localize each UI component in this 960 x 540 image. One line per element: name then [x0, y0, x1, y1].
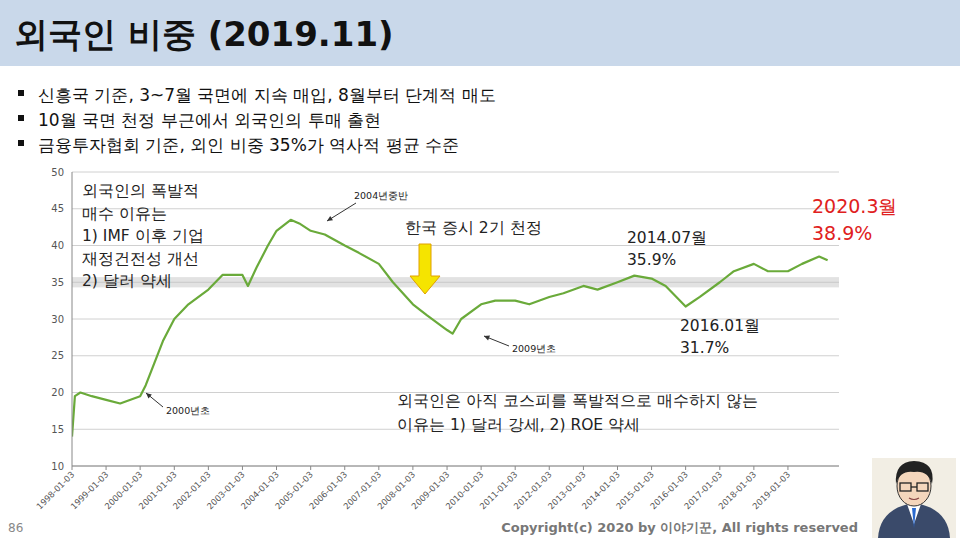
bullet-text: 금융투자협회 기준, 외인 비중 35%가 역사적 평균 수준: [38, 135, 459, 155]
x-tick: [617, 466, 618, 470]
y-tick-label: 50: [51, 167, 64, 178]
grid-line: [72, 466, 839, 467]
annotation: 2009년초: [512, 343, 556, 354]
x-tick: [753, 466, 754, 470]
plot-area: [72, 220, 839, 437]
annotation: 2004년중반: [354, 190, 408, 201]
annotation: 35.9%: [627, 251, 676, 269]
x-tick: [378, 466, 379, 470]
foreign-share-line: [72, 220, 828, 437]
pointer-arrow: [484, 336, 509, 346]
x-tick: [651, 466, 652, 470]
background: [0, 0, 960, 540]
avatar-tie: [912, 508, 916, 528]
y-tick-label: 25: [51, 350, 64, 361]
x-tick: [106, 466, 107, 470]
x-axis: [72, 466, 839, 467]
y-tick-label: 45: [51, 203, 64, 214]
pointer-arrowhead: [484, 336, 490, 341]
x-tick: [685, 466, 686, 470]
y-tick-label: 20: [51, 387, 64, 398]
y-tick-label: 35: [51, 277, 64, 288]
avatar-frame: [872, 458, 956, 538]
annotation: 2000년초: [166, 405, 210, 416]
x-tick: [447, 466, 448, 470]
x-tick: [515, 466, 516, 470]
page-number: 86: [8, 521, 23, 535]
x-tick: [344, 466, 345, 470]
pointer-arrowhead: [327, 216, 333, 221]
bullet-marker: [18, 115, 24, 121]
grid-line: [72, 208, 839, 209]
x-tick: [140, 466, 141, 470]
avatar-glasses-bridge: [911, 486, 917, 487]
x-tick: [174, 466, 175, 470]
title: 외국인 비중 (2019.11): [14, 14, 394, 54]
x-tick: [242, 466, 243, 470]
annotation: 매수 이유는: [82, 205, 167, 223]
avatar-suit: [878, 503, 950, 538]
bullet-text: 신흥국 기준, 3~7월 국면에 지속 매입, 8월부터 단계적 매도: [38, 85, 496, 105]
annotation: 이유는 1) 달러 강세, 2) ROE 약세: [397, 416, 640, 434]
bullet-marker: [18, 90, 24, 96]
bullet-marker: [18, 140, 24, 146]
x-tick: [412, 466, 413, 470]
avatar: [872, 458, 956, 538]
peak-arrow: [410, 244, 440, 294]
annotation: 1) IMF 이후 기업: [82, 227, 204, 245]
annotation: 외국인은 아직 코스피를 폭발적으로 매수하지 않는: [397, 392, 758, 410]
x-tick: [719, 466, 720, 470]
y-tick-label: 15: [51, 424, 64, 435]
grid-line: [72, 245, 839, 246]
grid-line: [72, 172, 839, 173]
avatar-mouth: [909, 498, 919, 500]
copyright: Copyright(c) 2020 by 이야기꾼, All rights re…: [501, 520, 858, 535]
annotation: 38.9%: [812, 222, 872, 244]
x-tick: [72, 466, 73, 470]
slide: 외국인 비중 (2019.11) 신흥국 기준, 3~7월 국면에 지속 매입, …: [0, 0, 960, 540]
x-tick-label: 2019-01-03: [750, 469, 792, 511]
avatar-glasses: [900, 483, 911, 491]
annotation: 31.7%: [680, 339, 729, 357]
y-tick-label: 30: [51, 314, 64, 325]
annotation: 한국 증시 2기 천정: [405, 219, 542, 237]
pointer-arrow: [146, 393, 163, 407]
avatar-glasses: [917, 483, 928, 491]
annotation: 2014.07월: [627, 229, 707, 247]
annotation: 외국인의 폭발적: [82, 182, 199, 200]
pointer-arrow: [327, 203, 356, 221]
x-tick: [583, 466, 584, 470]
x-tick: [787, 466, 788, 470]
x-tick: [276, 466, 277, 470]
annotation: 2020.3월: [812, 195, 897, 217]
y-axis: [72, 172, 73, 466]
y-tick-label: 40: [51, 240, 64, 251]
x-tick: [481, 466, 482, 470]
avatar-hair: [896, 461, 933, 484]
annotation: 2) 달러 약세: [82, 272, 172, 290]
x-tick: [310, 466, 311, 470]
x-tick: [208, 466, 209, 470]
pointer-arrowhead: [146, 393, 152, 398]
x-tick: [549, 466, 550, 470]
header-band: [0, 0, 960, 66]
bullet-text: 10월 국면 천정 부근에서 외국인의 투매 출현: [38, 110, 381, 130]
annotation: 재정건전성 개선: [82, 250, 199, 268]
y-tick-label: 10: [51, 461, 64, 472]
annotation: 2016.01월: [680, 317, 760, 335]
